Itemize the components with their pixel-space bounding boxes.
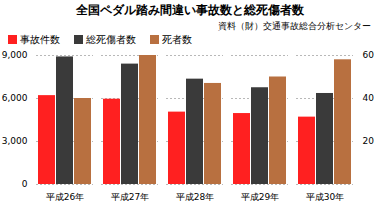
svg-text:40: 40 bbox=[363, 93, 375, 103]
svg-text:平成30年: 平成30年 bbox=[306, 192, 344, 202]
html-text:死者数: 死者数 bbox=[162, 34, 192, 45]
svg-text:9,000: 9,000 bbox=[2, 50, 28, 60]
svg-text:平成28年: 平成28年 bbox=[176, 192, 214, 202]
svg-text:20: 20 bbox=[363, 136, 375, 146]
html-text:総死傷者数: 総死傷者数 bbox=[86, 34, 136, 45]
svg-text:0: 0 bbox=[22, 179, 28, 189]
svg-text:平成26年: 平成26年 bbox=[46, 192, 84, 202]
html-text:全国ペダル踏み間違い事故数と総死傷者数: 全国ペダル踏み間違い事故数と総死傷者数 bbox=[75, 3, 304, 17]
svg-text:3,000: 3,000 bbox=[2, 136, 28, 146]
html-text:事故件数: 事故件数 bbox=[20, 34, 60, 45]
svg-text:平成27年: 平成27年 bbox=[111, 192, 149, 202]
svg-text:6,000: 6,000 bbox=[2, 93, 28, 103]
svg-text:平成29年: 平成29年 bbox=[241, 192, 279, 202]
html-text:資料（財）交通事故総合分析センター: 資料（財）交通事故総合分析センター bbox=[218, 21, 371, 31]
svg-text:60: 60 bbox=[363, 50, 375, 60]
